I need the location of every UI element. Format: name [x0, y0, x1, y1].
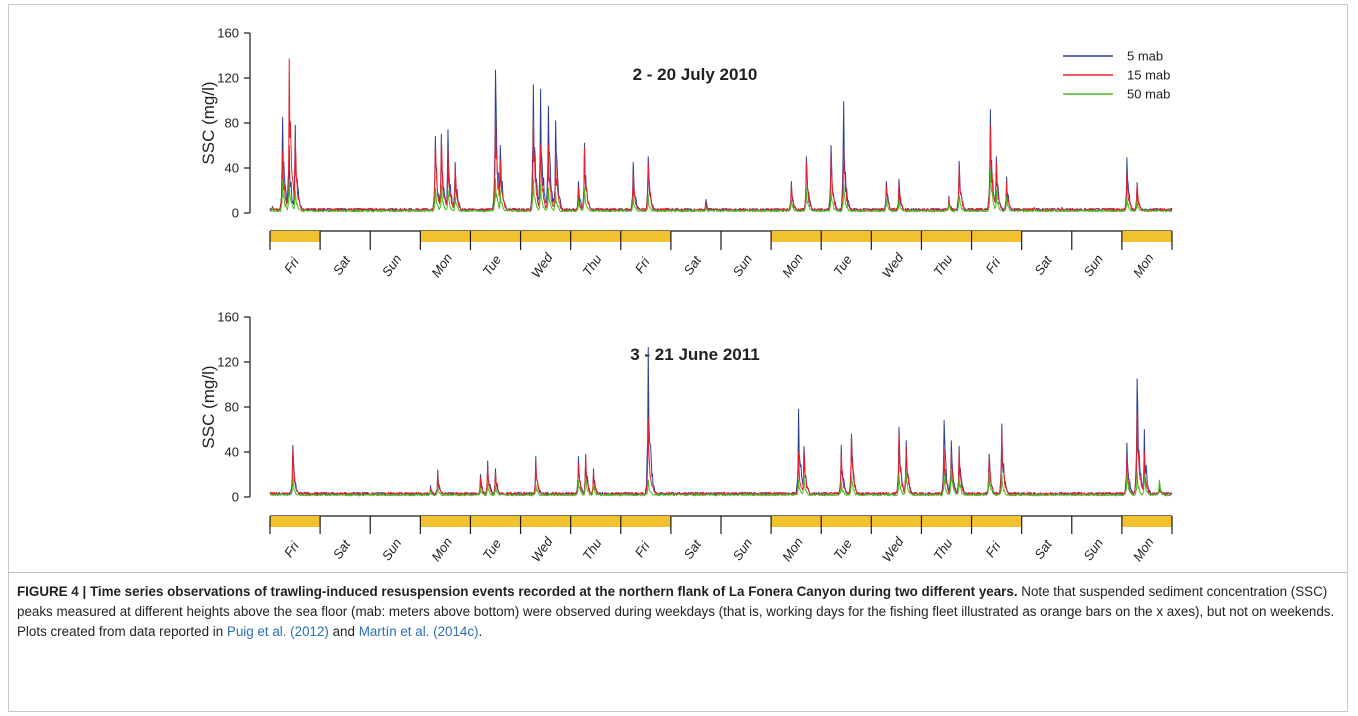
- caption-end: .: [478, 624, 483, 639]
- workday-bar: [570, 231, 621, 242]
- series-line-50-mab: [269, 169, 1173, 213]
- workday-bar: [270, 516, 321, 527]
- series-line-5-mab: [269, 69, 1173, 212]
- day-label: Tue: [480, 252, 505, 278]
- day-label: Tue: [830, 536, 855, 562]
- reference-link-puig[interactable]: Puig et al. (2012): [226, 624, 329, 639]
- y-tick-label: 160: [217, 310, 239, 325]
- workday-bar: [921, 231, 972, 242]
- day-label: Mon: [428, 251, 455, 280]
- workday-bar: [420, 516, 471, 527]
- day-label: Mon: [1130, 251, 1157, 280]
- day-label: Sun: [1080, 252, 1106, 280]
- series-line-15-mab: [269, 412, 1173, 496]
- series-line-50-mab: [269, 468, 1173, 497]
- day-label: Wed: [528, 534, 556, 565]
- day-label: Wed: [879, 250, 907, 281]
- day-label: Sun: [1080, 536, 1106, 564]
- day-label: Thu: [930, 536, 955, 563]
- workday-bar: [520, 516, 571, 527]
- workday-bar: [771, 516, 822, 527]
- caption-lead: FIGURE 4 | Time series observations of t…: [17, 584, 1018, 599]
- workday-bar: [921, 516, 972, 527]
- workday-bar: [520, 231, 571, 242]
- day-label: Sat: [330, 252, 354, 278]
- day-label: Thu: [930, 252, 955, 279]
- day-label: Sat: [330, 536, 354, 562]
- legend-label: 5 mab: [1127, 49, 1163, 64]
- caption-body: Note that suspended sediment concentrati…: [17, 584, 1335, 639]
- workday-bar: [470, 516, 521, 527]
- series-line-5-mab: [269, 346, 1173, 496]
- day-label: Thu: [579, 252, 604, 279]
- y-tick-label: 40: [225, 161, 239, 176]
- figure-frame: [8, 4, 1348, 712]
- workday-bar: [821, 231, 872, 242]
- legend-label: 50 mab: [1127, 87, 1170, 102]
- day-label: Sun: [379, 536, 405, 564]
- day-label: Wed: [879, 534, 907, 565]
- legend-label: 15 mab: [1127, 68, 1170, 83]
- day-label: Fri: [281, 254, 303, 276]
- day-label: Fri: [281, 538, 303, 560]
- day-label: Mon: [1130, 535, 1157, 564]
- workday-bar: [570, 516, 621, 527]
- workday-bar: [470, 231, 521, 242]
- day-label: Sun: [730, 252, 756, 280]
- workday-bar: [1121, 231, 1172, 242]
- y-axis-label: SSC (mg/l): [199, 365, 218, 448]
- workday-bar: [620, 231, 671, 242]
- day-label: Fri: [632, 538, 654, 560]
- figure-caption: FIGURE 4 | Time series observations of t…: [17, 582, 1335, 642]
- workday-bar: [1121, 516, 1172, 527]
- day-label: Tue: [480, 536, 505, 562]
- day-label: Sat: [681, 536, 705, 562]
- workday-bar: [620, 516, 671, 527]
- day-label: Sun: [730, 536, 756, 564]
- chart-title: 3 - 21 June 2011: [630, 345, 759, 364]
- caption-and: and: [328, 624, 359, 639]
- figure-plots: 0 40 80 120 160 SSC (mg/l) 2 - 20 July 2010 5 m…: [199, 26, 1173, 565]
- day-label: Fri: [632, 254, 654, 276]
- y-tick-label: 80: [225, 116, 239, 131]
- y-tick-label: 120: [217, 71, 239, 86]
- day-label: Mon: [428, 535, 455, 564]
- day-label: Fri: [982, 538, 1004, 560]
- caption-divider: [9, 572, 1347, 573]
- workday-bar: [771, 231, 822, 242]
- day-label: Sat: [1031, 252, 1055, 278]
- y-tick-label: 160: [217, 26, 239, 41]
- day-label: Sat: [1031, 536, 1055, 562]
- workday-bar: [821, 516, 872, 527]
- workday-bar: [270, 231, 321, 242]
- y-tick-label: 0: [232, 206, 239, 221]
- chart-title: 2 - 20 July 2010: [633, 65, 758, 84]
- workday-bar: [971, 516, 1022, 527]
- day-label: Sat: [681, 252, 705, 278]
- reference-link-martin[interactable]: Martín et al. (2014c): [358, 624, 479, 639]
- y-tick-label: 0: [232, 490, 239, 505]
- y-tick-label: 120: [217, 355, 239, 370]
- workday-bar: [971, 231, 1022, 242]
- y-tick-label: 80: [225, 400, 239, 415]
- day-label: Wed: [528, 250, 556, 281]
- y-tick-label: 40: [225, 445, 239, 460]
- day-label: Thu: [579, 536, 604, 563]
- day-label: Tue: [830, 252, 855, 278]
- day-label: Mon: [779, 535, 806, 564]
- workday-bar: [871, 231, 922, 242]
- day-label: Sun: [379, 252, 405, 280]
- day-label: Fri: [982, 254, 1004, 276]
- y-axis-label: SSC (mg/l): [199, 81, 218, 164]
- day-label: Mon: [779, 251, 806, 280]
- workday-bar: [420, 231, 471, 242]
- workday-bar: [871, 516, 922, 527]
